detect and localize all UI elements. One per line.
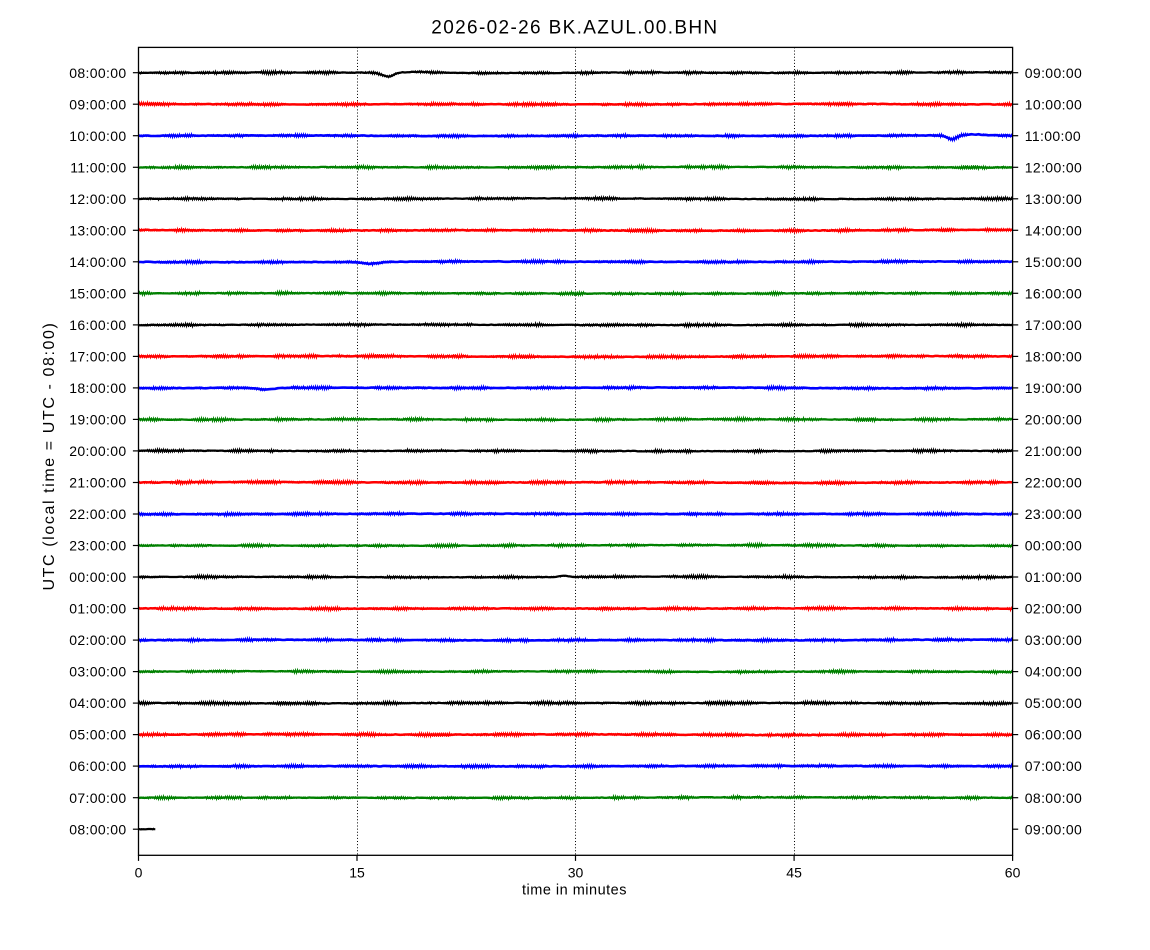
svg-text:04:00:00: 04:00:00: [69, 695, 126, 711]
svg-text:16:00:00: 16:00:00: [69, 317, 126, 333]
svg-text:01:00:00: 01:00:00: [1025, 569, 1082, 585]
svg-text:03:00:00: 03:00:00: [69, 664, 126, 680]
svg-text:00:00:00: 00:00:00: [69, 569, 126, 585]
svg-text:UTC (local time = UTC - 08:00): UTC (local time = UTC - 08:00): [41, 322, 58, 591]
svg-text:22:00:00: 22:00:00: [69, 506, 126, 522]
svg-text:45: 45: [786, 865, 802, 881]
svg-text:19:00:00: 19:00:00: [69, 412, 126, 428]
svg-text:06:00:00: 06:00:00: [1025, 727, 1082, 743]
svg-text:07:00:00: 07:00:00: [1025, 758, 1082, 774]
svg-text:01:00:00: 01:00:00: [69, 601, 126, 617]
svg-text:09:00:00: 09:00:00: [1025, 65, 1082, 81]
svg-text:10:00:00: 10:00:00: [1025, 96, 1082, 112]
svg-text:time in minutes: time in minutes: [522, 883, 627, 899]
svg-text:30: 30: [568, 865, 584, 881]
svg-text:16:00:00: 16:00:00: [1025, 285, 1082, 301]
svg-text:10:00:00: 10:00:00: [69, 128, 126, 144]
svg-text:09:00:00: 09:00:00: [1025, 821, 1082, 837]
svg-text:0: 0: [135, 865, 143, 881]
svg-text:15:00:00: 15:00:00: [69, 285, 126, 301]
svg-text:21:00:00: 21:00:00: [69, 475, 126, 491]
svg-text:00:00:00: 00:00:00: [1025, 538, 1082, 554]
svg-text:15:00:00: 15:00:00: [1025, 254, 1082, 270]
svg-text:23:00:00: 23:00:00: [1025, 506, 1082, 522]
svg-text:11:00:00: 11:00:00: [70, 159, 126, 175]
svg-text:14:00:00: 14:00:00: [1025, 222, 1082, 238]
svg-text:17:00:00: 17:00:00: [1025, 317, 1082, 333]
svg-text:02:00:00: 02:00:00: [1025, 601, 1082, 617]
svg-text:05:00:00: 05:00:00: [1025, 695, 1082, 711]
svg-text:20:00:00: 20:00:00: [69, 443, 126, 459]
svg-text:04:00:00: 04:00:00: [1025, 664, 1082, 680]
svg-text:2026-02-26 BK.AZUL.00.BHN: 2026-02-26 BK.AZUL.00.BHN: [431, 18, 718, 39]
svg-text:18:00:00: 18:00:00: [69, 380, 126, 396]
svg-text:21:00:00: 21:00:00: [1025, 443, 1082, 459]
svg-text:13:00:00: 13:00:00: [69, 222, 126, 238]
svg-text:06:00:00: 06:00:00: [69, 758, 126, 774]
svg-text:15: 15: [349, 865, 365, 881]
svg-text:14:00:00: 14:00:00: [69, 254, 126, 270]
svg-text:11:00:00: 11:00:00: [1025, 128, 1081, 144]
svg-text:03:00:00: 03:00:00: [1025, 632, 1082, 648]
svg-text:18:00:00: 18:00:00: [1025, 349, 1082, 365]
svg-text:02:00:00: 02:00:00: [69, 632, 126, 648]
svg-text:60: 60: [1005, 865, 1021, 881]
svg-text:17:00:00: 17:00:00: [69, 349, 126, 365]
svg-text:13:00:00: 13:00:00: [1025, 191, 1082, 207]
svg-text:23:00:00: 23:00:00: [69, 538, 126, 554]
svg-text:07:00:00: 07:00:00: [69, 790, 126, 806]
svg-text:05:00:00: 05:00:00: [69, 727, 126, 743]
svg-text:22:00:00: 22:00:00: [1025, 475, 1082, 491]
svg-text:20:00:00: 20:00:00: [1025, 412, 1082, 428]
svg-text:09:00:00: 09:00:00: [69, 96, 126, 112]
svg-text:19:00:00: 19:00:00: [1025, 380, 1082, 396]
svg-text:12:00:00: 12:00:00: [69, 191, 126, 207]
svg-text:12:00:00: 12:00:00: [1025, 159, 1082, 175]
svg-text:08:00:00: 08:00:00: [69, 65, 126, 81]
svg-text:08:00:00: 08:00:00: [1025, 790, 1082, 806]
svg-text:08:00:00: 08:00:00: [69, 821, 126, 837]
